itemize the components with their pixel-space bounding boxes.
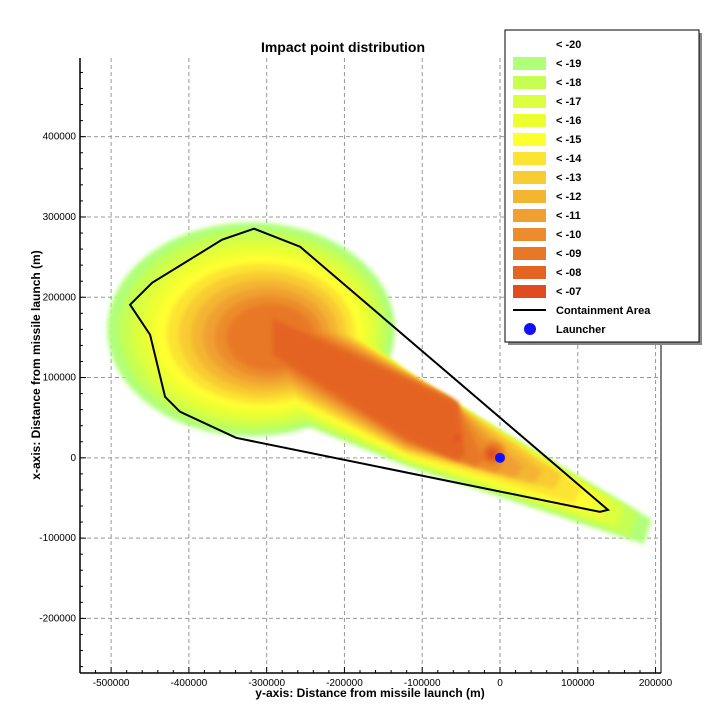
legend-swatch <box>513 57 546 70</box>
x-tick-label: 100000 <box>561 678 595 689</box>
contour-hotspot <box>488 449 497 458</box>
x-tick-label: 0 <box>497 678 503 689</box>
contour-hotspot <box>454 434 461 441</box>
legend-swatch <box>513 266 546 279</box>
legend-label: < -07 <box>556 286 581 298</box>
legend-swatch <box>513 114 546 127</box>
legend-marker-swatch <box>524 323 536 335</box>
axes: -500000 -400000 -300000 -200000 -100000 0 1000… <box>39 58 673 689</box>
y-tick-label: 200000 <box>43 292 77 303</box>
legend-swatch <box>513 76 546 89</box>
legend-swatch <box>513 190 546 203</box>
y-tick-label: 400000 <box>43 132 77 143</box>
legend-label: < -11 <box>556 210 581 222</box>
contours <box>107 222 652 545</box>
legend-label: < -17 <box>556 96 581 108</box>
x-tick-label: 200000 <box>639 678 673 689</box>
legend-label: < -18 <box>556 77 581 89</box>
y-axis-label: x-axis: Distance from missile launch (m) <box>29 250 43 479</box>
x-tick-label: -100000 <box>404 678 441 689</box>
legend-label: < -12 <box>556 191 581 203</box>
legend-swatch <box>513 133 546 146</box>
legend-label: < -15 <box>556 134 581 146</box>
legend-label: < -16 <box>556 115 581 127</box>
legend-label: < -09 <box>556 248 581 260</box>
legend-swatch <box>513 152 546 165</box>
legend-swatch <box>513 247 546 260</box>
x-tick-label: -400000 <box>171 678 208 689</box>
legend-swatch <box>513 228 546 241</box>
contour-level <box>454 434 497 458</box>
x-axis-label: y-axis: Distance from missile launch (m) <box>255 686 484 700</box>
legend-label: < -08 <box>556 267 581 279</box>
legend-label: < -14 <box>556 153 582 165</box>
legend-label: < -19 <box>556 58 581 70</box>
contour-tail <box>272 318 465 461</box>
x-tick-label: -500000 <box>93 678 130 689</box>
y-tick-label: 100000 <box>43 373 77 384</box>
y-tick-label: -200000 <box>39 613 76 624</box>
containment-area-polygon <box>128 227 611 513</box>
legend-label: Launcher <box>556 324 606 336</box>
y-tick-label: -100000 <box>39 533 76 544</box>
legend-label: < -10 <box>556 229 581 241</box>
y-tick-label: 300000 <box>43 212 77 223</box>
x-tick-label: -200000 <box>326 678 363 689</box>
legend-label: < -20 <box>556 39 581 51</box>
legend-swatch <box>513 209 546 222</box>
chart-title: Impact point distribution <box>261 39 425 55</box>
legend-swatch <box>513 95 546 108</box>
x-tick-label: -300000 <box>248 678 285 689</box>
legend-label: Containment Area <box>556 305 651 317</box>
legend: < -20 < -19 < -18 < -17 < -16 < -15 < -14 < -13… <box>504 29 702 345</box>
y-tick-label: 0 <box>70 453 76 464</box>
legend-swatch <box>513 285 546 298</box>
legend-swatch <box>513 171 546 184</box>
launcher-marker <box>495 452 505 463</box>
legend-label: < -13 <box>556 172 581 184</box>
